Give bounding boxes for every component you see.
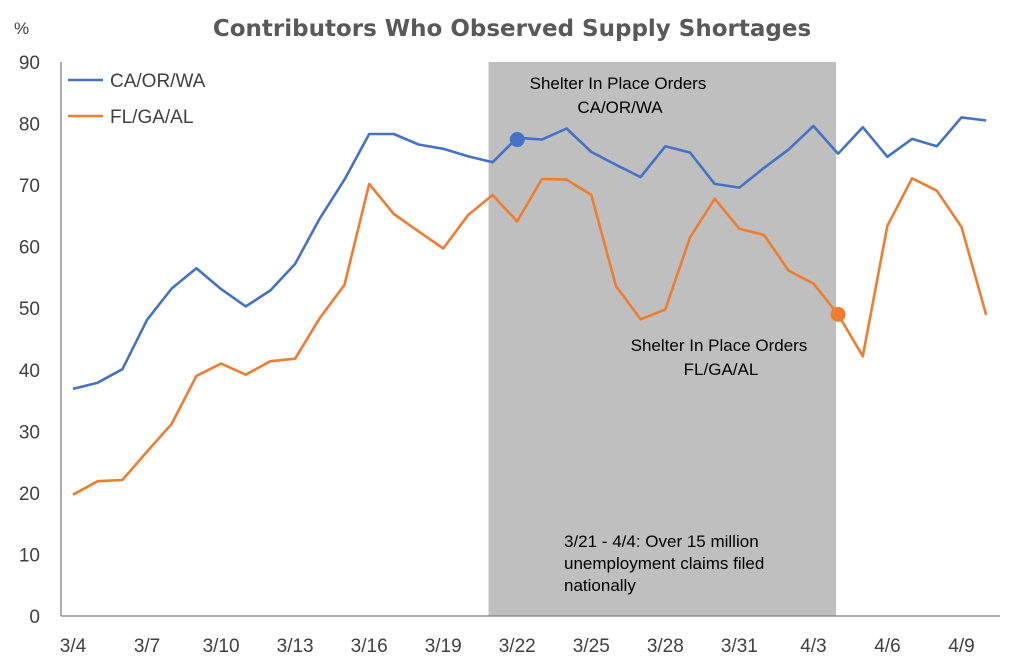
y-tick-label: 40 — [19, 361, 40, 382]
legend-entry: CA/OR/WA — [110, 71, 206, 92]
x-tick-label: 3/10 — [203, 636, 240, 657]
shaded-region — [488, 62, 837, 616]
legend-entry: FL/GA/AL — [110, 107, 193, 128]
annotations: Shelter In Place Orders CA/OR/WA Shelter I… — [530, 74, 808, 595]
x-tick-label: 3/4 — [60, 636, 87, 657]
event-markers — [509, 132, 846, 322]
y-tick-label: 10 — [19, 545, 40, 566]
x-tick-label: 3/25 — [573, 636, 610, 657]
shaded-region-label: unemployment claims filed — [564, 554, 764, 573]
x-tick-label: 4/3 — [800, 636, 826, 657]
axes: 0 10 20 30 40 50 60 70 80 90 3/4 3/7 3/10 3/13 3/16 3/1… — [19, 53, 1000, 657]
x-tick-label: 4/9 — [948, 636, 974, 657]
y-tick-label: 20 — [19, 484, 40, 505]
series-line-ca-or-wa — [72, 116, 987, 391]
x-tick-label: 4/6 — [874, 636, 900, 657]
event-marker-point — [830, 306, 846, 322]
y-tick-label: 30 — [19, 422, 40, 443]
legend: CA/OR/WA FL/GA/AL — [68, 71, 206, 128]
y-tick-label: 50 — [19, 299, 40, 320]
x-tick-label: 3/28 — [647, 636, 684, 657]
shaded-region-label: nationally — [564, 576, 636, 595]
event-marker-label: Shelter In Place Orders — [631, 336, 808, 355]
shaded-region-label: 3/21 - 4/4: Over 15 million — [564, 532, 759, 551]
x-tick-label: 3/31 — [721, 636, 758, 657]
x-tick-label: 3/13 — [277, 636, 314, 657]
event-marker-point — [509, 132, 525, 148]
y-tick-label: 90 — [19, 53, 40, 74]
x-tick-label: 3/22 — [499, 636, 536, 657]
x-tick-label: 3/19 — [425, 636, 462, 657]
x-tick-label: 3/7 — [134, 636, 160, 657]
y-tick-label: 0 — [29, 607, 40, 628]
event-marker-label: FL/GA/AL — [684, 360, 759, 379]
x-tick-label: 3/16 — [351, 636, 388, 657]
event-marker-label: Shelter In Place Orders — [530, 74, 707, 93]
shaded-region-layer — [488, 62, 837, 616]
event-marker-label: CA/OR/WA — [577, 98, 663, 117]
y-axis-unit-label: % — [14, 19, 29, 38]
y-tick-label: 60 — [19, 238, 40, 259]
y-tick-label: 80 — [19, 115, 40, 136]
chart-title: Contributors Who Observed Supply Shortag… — [213, 16, 811, 42]
y-tick-label: 70 — [19, 176, 40, 197]
